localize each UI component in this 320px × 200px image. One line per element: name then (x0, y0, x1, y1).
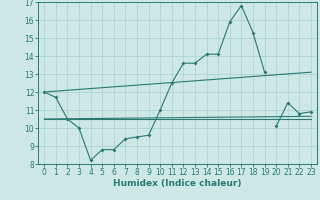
X-axis label: Humidex (Indice chaleur): Humidex (Indice chaleur) (113, 179, 242, 188)
